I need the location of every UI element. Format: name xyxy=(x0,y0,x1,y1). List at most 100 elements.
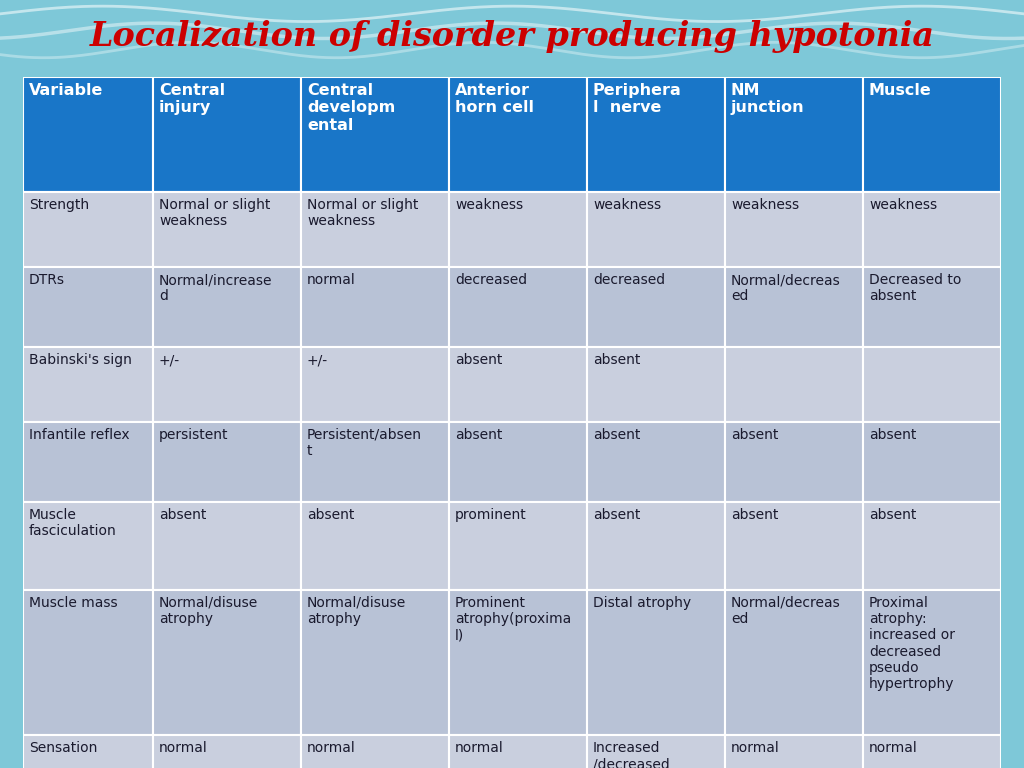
Bar xyxy=(301,347,449,422)
Text: normal: normal xyxy=(731,741,779,755)
Bar xyxy=(23,735,153,768)
Bar xyxy=(587,735,725,768)
Text: Strength: Strength xyxy=(29,198,89,212)
Bar xyxy=(449,735,587,768)
Bar xyxy=(153,347,301,422)
Text: absent: absent xyxy=(593,428,640,442)
Text: Muscle mass: Muscle mass xyxy=(29,596,118,610)
Text: absent: absent xyxy=(159,508,207,522)
Text: Normal/disuse
atrophy: Normal/disuse atrophy xyxy=(159,596,258,626)
Bar xyxy=(153,735,301,768)
Text: Normal/decreas
ed: Normal/decreas ed xyxy=(731,273,841,303)
Bar xyxy=(301,422,449,502)
Text: Normal/disuse
atrophy: Normal/disuse atrophy xyxy=(307,596,407,626)
Bar xyxy=(153,422,301,502)
Text: Central
developm
ental: Central developm ental xyxy=(307,83,395,133)
Bar xyxy=(301,77,449,192)
Bar xyxy=(725,77,863,192)
Text: decreased: decreased xyxy=(455,273,527,287)
Text: +/-: +/- xyxy=(159,353,180,367)
Bar xyxy=(153,192,301,267)
Text: normal: normal xyxy=(455,741,504,755)
Text: weakness: weakness xyxy=(455,198,523,212)
Bar xyxy=(587,422,725,502)
Bar xyxy=(301,267,449,347)
Bar xyxy=(725,502,863,590)
Text: absent: absent xyxy=(307,508,354,522)
Text: Normal/decreas
ed: Normal/decreas ed xyxy=(731,596,841,626)
Text: persistent: persistent xyxy=(159,428,228,442)
Text: Muscle: Muscle xyxy=(869,83,932,98)
Bar xyxy=(23,77,153,192)
Bar xyxy=(449,502,587,590)
Text: absent: absent xyxy=(455,353,503,367)
Bar xyxy=(153,267,301,347)
Bar xyxy=(23,502,153,590)
Bar xyxy=(725,422,863,502)
Text: normal: normal xyxy=(307,741,355,755)
Text: Decreased to
absent: Decreased to absent xyxy=(869,273,962,303)
Bar xyxy=(301,502,449,590)
Bar xyxy=(725,347,863,422)
Bar xyxy=(449,347,587,422)
Bar xyxy=(449,590,587,735)
Text: absent: absent xyxy=(731,428,778,442)
Bar xyxy=(449,77,587,192)
Bar xyxy=(153,590,301,735)
Bar xyxy=(587,347,725,422)
Bar xyxy=(725,192,863,267)
Bar xyxy=(863,192,1001,267)
Bar xyxy=(587,267,725,347)
Text: absent: absent xyxy=(593,353,640,367)
Bar xyxy=(863,502,1001,590)
Bar xyxy=(863,267,1001,347)
Text: NM
junction: NM junction xyxy=(731,83,805,115)
Text: +/-: +/- xyxy=(307,353,328,367)
Text: normal: normal xyxy=(307,273,355,287)
Text: Prominent
atrophy(proxima
l): Prominent atrophy(proxima l) xyxy=(455,596,571,642)
Text: Babinski's sign: Babinski's sign xyxy=(29,353,132,367)
Bar xyxy=(587,590,725,735)
Text: Periphera
l  nerve: Periphera l nerve xyxy=(593,83,682,115)
Text: Proximal
atrophy:
increased or
decreased
pseudo
hypertrophy: Proximal atrophy: increased or decreased… xyxy=(869,596,955,691)
Bar xyxy=(587,502,725,590)
Bar xyxy=(863,422,1001,502)
Bar xyxy=(301,590,449,735)
Bar xyxy=(153,77,301,192)
Text: weakness: weakness xyxy=(869,198,937,212)
Bar xyxy=(449,192,587,267)
Bar xyxy=(153,502,301,590)
Text: weakness: weakness xyxy=(731,198,799,212)
Text: absent: absent xyxy=(731,508,778,522)
Bar xyxy=(449,267,587,347)
Bar xyxy=(587,192,725,267)
Bar xyxy=(23,267,153,347)
Text: Increased
/decreased: Increased /decreased xyxy=(593,741,670,768)
Text: Distal atrophy: Distal atrophy xyxy=(593,596,691,610)
Text: Variable: Variable xyxy=(29,83,103,98)
Text: weakness: weakness xyxy=(593,198,662,212)
Text: normal: normal xyxy=(159,741,208,755)
Bar xyxy=(587,77,725,192)
Bar xyxy=(449,422,587,502)
Text: Normal/increase
d: Normal/increase d xyxy=(159,273,272,303)
Text: absent: absent xyxy=(869,508,916,522)
Text: Central
injury: Central injury xyxy=(159,83,225,115)
Bar xyxy=(23,422,153,502)
Bar xyxy=(863,735,1001,768)
Text: Normal or slight
weakness: Normal or slight weakness xyxy=(307,198,419,228)
Bar xyxy=(23,590,153,735)
Text: prominent: prominent xyxy=(455,508,526,522)
Text: Sensation: Sensation xyxy=(29,741,97,755)
Text: Normal or slight
weakness: Normal or slight weakness xyxy=(159,198,270,228)
Bar xyxy=(725,590,863,735)
Bar xyxy=(863,590,1001,735)
Bar xyxy=(301,735,449,768)
Text: DTRs: DTRs xyxy=(29,273,65,287)
Text: absent: absent xyxy=(593,508,640,522)
Bar xyxy=(23,347,153,422)
Bar xyxy=(725,735,863,768)
Text: normal: normal xyxy=(869,741,918,755)
Text: Muscle
fasciculation: Muscle fasciculation xyxy=(29,508,117,538)
Bar xyxy=(725,267,863,347)
